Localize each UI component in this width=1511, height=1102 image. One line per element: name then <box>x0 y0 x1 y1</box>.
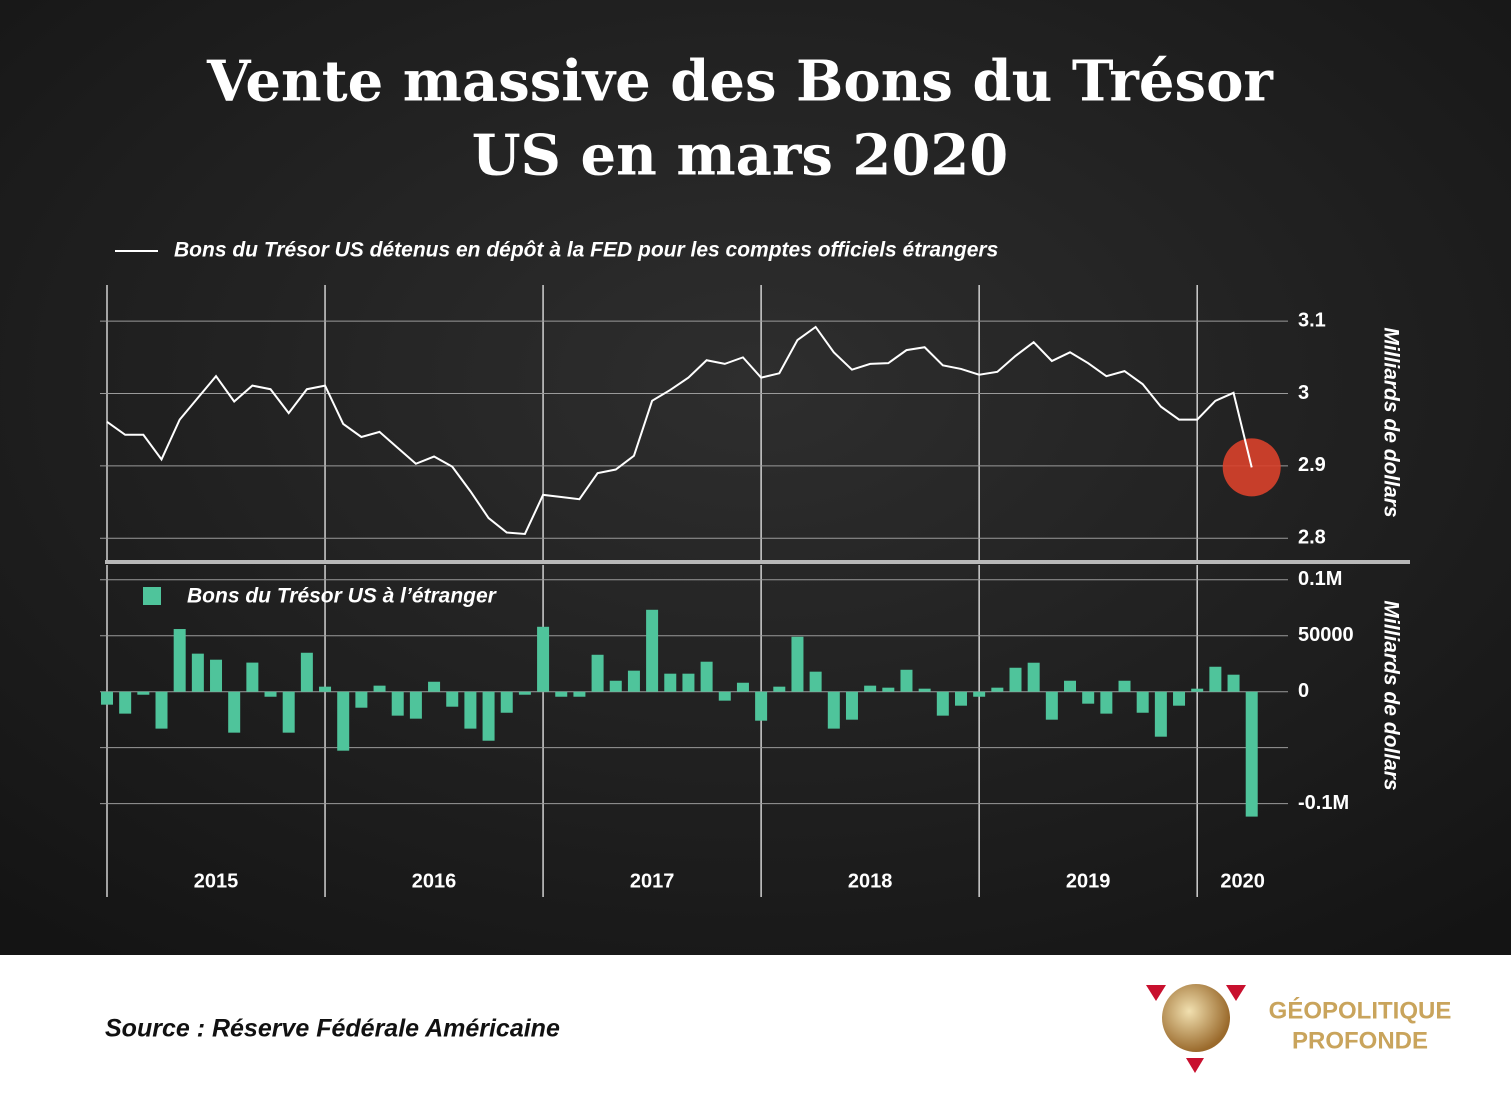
bar <box>228 691 241 733</box>
bar <box>537 626 550 692</box>
x-tick-label: 2019 <box>1066 870 1111 892</box>
bar <box>791 636 804 692</box>
bar <box>1118 680 1131 692</box>
bar <box>409 691 422 719</box>
line <box>106 325 1253 535</box>
legend-swatch <box>143 587 161 605</box>
bar <box>900 669 913 692</box>
y-tick-label: 2.8 <box>1298 527 1326 549</box>
bar <box>936 691 949 716</box>
bar <box>1191 688 1204 692</box>
logo-text: PROFONDE <box>1292 1027 1428 1054</box>
bar <box>609 680 622 692</box>
bar <box>101 691 113 705</box>
bar <box>246 662 259 692</box>
bar <box>373 685 386 692</box>
bar <box>482 691 495 741</box>
bar <box>973 691 986 697</box>
bar <box>991 687 1004 692</box>
bar <box>664 673 677 692</box>
legend-label: Bons du Trésor US détenus en dépôt à la … <box>174 239 998 262</box>
bar <box>736 682 749 692</box>
bar <box>1154 691 1167 737</box>
bar <box>500 691 513 713</box>
bar <box>882 687 895 692</box>
bar <box>1209 666 1222 692</box>
bar <box>1136 691 1149 713</box>
bar <box>137 691 150 695</box>
logo-triangle <box>1146 985 1166 1001</box>
bar <box>173 629 186 692</box>
bar <box>1009 667 1022 692</box>
bar <box>954 691 967 706</box>
bar <box>845 691 858 720</box>
x-tick-label: 2020 <box>1220 870 1265 892</box>
x-tick-label: 2015 <box>194 870 239 892</box>
bar <box>210 659 223 692</box>
y-tick-label: 50000 <box>1298 624 1354 646</box>
y-axis-title: Milliards de dollars <box>1379 327 1402 517</box>
bar <box>1027 662 1040 692</box>
bar <box>555 691 568 697</box>
logo-globe <box>1162 984 1230 1052</box>
bar <box>355 691 368 708</box>
bar <box>300 652 313 692</box>
bar <box>573 691 586 697</box>
logo: GÉOPOLITIQUE PROFONDE <box>1146 984 1451 1073</box>
y-axis-title: Milliards de dollars <box>1379 600 1402 790</box>
bar <box>918 688 931 692</box>
x-tick-label: 2017 <box>630 870 675 892</box>
bar <box>646 609 659 692</box>
bar <box>391 691 404 716</box>
y-tick-label: 2.9 <box>1298 454 1326 476</box>
y-tick-label: 0.1M <box>1298 568 1342 590</box>
bar <box>1227 674 1240 692</box>
bar <box>319 686 332 692</box>
bar <box>1045 691 1058 720</box>
bar <box>1173 691 1186 706</box>
bar <box>682 673 695 692</box>
y-tick-label: 3.1 <box>1298 309 1326 331</box>
source: Source : Réserve Fédérale Américaine <box>105 1015 560 1043</box>
bar <box>1245 691 1258 817</box>
bar <box>591 654 604 692</box>
bar <box>827 691 840 729</box>
bar <box>718 691 731 701</box>
title-line: Vente massive des Bons du Trésor <box>206 49 1274 115</box>
logo-triangle <box>1186 1058 1204 1073</box>
bar <box>518 691 531 695</box>
x-tick-label: 2016 <box>412 870 457 892</box>
logo-text: GÉOPOLITIQUE <box>1269 996 1452 1024</box>
bar <box>809 671 822 692</box>
bar <box>428 681 441 692</box>
bar <box>446 691 459 707</box>
bar <box>1100 691 1113 714</box>
bar <box>755 691 768 721</box>
bar <box>627 670 640 692</box>
logo-triangle <box>1226 985 1246 1001</box>
bar <box>700 661 713 692</box>
bar <box>264 691 277 697</box>
x-tick-label: 2018 <box>848 870 893 892</box>
y-tick-label: -0.1M <box>1298 792 1349 814</box>
bar <box>282 691 295 733</box>
bar <box>1082 691 1095 704</box>
bar <box>773 686 786 692</box>
bar <box>1064 680 1077 692</box>
bar <box>119 691 132 714</box>
bar <box>464 691 477 729</box>
bar <box>337 691 350 751</box>
bar <box>155 691 168 729</box>
legend-label: Bons du Trésor US à l’étranger <box>187 585 498 608</box>
title-line: US en mars 2020 <box>472 123 1009 189</box>
bar <box>864 685 877 692</box>
bar <box>191 653 204 692</box>
y-tick-label: 0 <box>1298 680 1309 702</box>
y-tick-label: 3 <box>1298 382 1309 404</box>
